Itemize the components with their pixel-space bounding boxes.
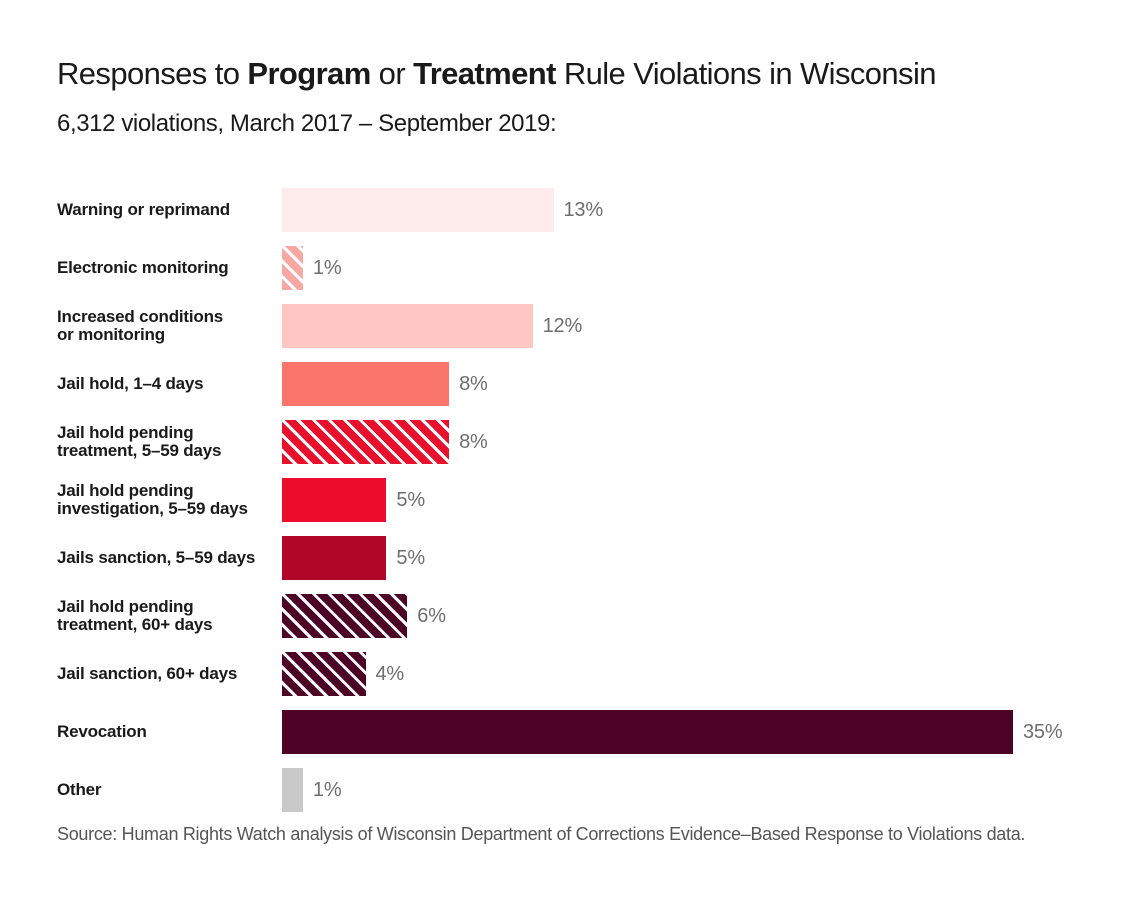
chart-row: Jail hold pending investigation, 5–59 day…	[57, 478, 1070, 522]
bar-category-label: Other	[57, 781, 282, 799]
page-title: Responses to Program or Treatment Rule V…	[57, 56, 936, 92]
chart-row: Jails sanction, 5–59 days 5%	[57, 536, 1070, 580]
title-segment: Treatment	[413, 56, 556, 91]
bar-category-label: Jails sanction, 5–59 days	[57, 549, 282, 567]
bar-category-label-line: Jail hold pending	[57, 423, 194, 442]
title-segment: Rule Violations in Wisconsin	[555, 56, 937, 91]
bar-value-label: 6%	[417, 604, 446, 627]
page-subtitle: 6,312 violations, March 2017 – September…	[57, 110, 557, 137]
bar	[282, 362, 450, 406]
bar-category-label: Jail hold pending treatment, 60+ days	[57, 598, 282, 634]
bar	[282, 304, 533, 348]
bar-value-label: 4%	[375, 662, 405, 685]
bar-value-label: 12%	[542, 314, 583, 337]
bar-category-label: Increased conditions or monitoring	[57, 308, 282, 344]
bar-value-label: 8%	[459, 372, 488, 395]
chart-row: Revocation 35%	[57, 710, 1070, 754]
bar-category-label-line: treatment, 60+ days	[57, 615, 213, 634]
bar-category-label: Revocation	[57, 723, 282, 741]
bar-value-label: 5%	[396, 488, 425, 511]
bar-value-label: 1%	[312, 778, 342, 801]
bar-category-label-line: Jail hold, 1–4 days	[57, 374, 204, 393]
bar-category-label: Jail hold pending treatment, 5–59 days	[57, 424, 282, 460]
title-segment: Program	[247, 56, 371, 91]
bar	[282, 536, 387, 580]
bar	[282, 478, 387, 522]
chart-row: Warning or reprimand 13%	[57, 188, 1070, 232]
bar-category-label-line: Warning or reprimand	[57, 200, 230, 219]
bar-category-label: Jail sanction, 60+ days	[57, 665, 282, 683]
source-note: Source: Human Rights Watch analysis of W…	[57, 824, 1026, 844]
bar-category-label-line: Jails sanction, 5–59 days	[57, 548, 256, 567]
bar-category-label-line: or monitoring	[57, 325, 165, 344]
bar	[282, 420, 450, 464]
bar-chart: Warning or reprimand 13% Electronic monito…	[57, 188, 1070, 826]
chart-row: Increased conditions or monitoring 12%	[57, 304, 1070, 348]
bar-category-label-line: Revocation	[57, 722, 147, 741]
bar-category-label-line: Jail hold pending	[57, 481, 194, 500]
bar-category-label: Jail hold, 1–4 days	[57, 375, 282, 393]
bar-category-label: Warning or reprimand	[57, 201, 282, 219]
bar-category-label-line: treatment, 5–59 days	[57, 441, 222, 460]
bar	[282, 246, 303, 290]
bar-value-label: 13%	[563, 198, 604, 221]
title-segment: or	[370, 56, 414, 91]
chart-row: Jail sanction, 60+ days 4%	[57, 652, 1070, 696]
bar-category-label-line: Jail hold pending	[57, 597, 194, 616]
bar-value-label: 5%	[396, 546, 425, 569]
bar-category-label-line: Increased conditions	[57, 307, 224, 326]
bar-category-label-line: Jail sanction, 60+ days	[57, 664, 238, 683]
bar	[282, 768, 303, 812]
bar	[282, 710, 1013, 754]
bar-category-label: Jail hold pending investigation, 5–59 day…	[57, 482, 282, 518]
title-segment: Responses to	[57, 56, 248, 91]
chart-row: Electronic monitoring 1%	[57, 246, 1070, 290]
chart-row: Jail hold pending treatment, 5–59 days 8%	[57, 420, 1070, 464]
chart-row: Jail hold pending treatment, 60+ days 6%	[57, 594, 1070, 638]
bar-category-label: Electronic monitoring	[57, 259, 282, 277]
bar-value-label: 8%	[459, 430, 488, 453]
bar	[282, 188, 554, 232]
chart-row: Jail hold, 1–4 days 8%	[57, 362, 1070, 406]
bar	[282, 652, 366, 696]
bar-value-label: 35%	[1023, 720, 1063, 743]
bar-category-label-line: Electronic monitoring	[57, 258, 229, 277]
chart-row: Other 1%	[57, 768, 1070, 812]
bar	[282, 594, 408, 638]
bar-value-label: 1%	[312, 256, 342, 279]
bar-category-label-line: investigation, 5–59 days	[57, 499, 248, 518]
bar-category-label-line: Other	[57, 780, 102, 799]
